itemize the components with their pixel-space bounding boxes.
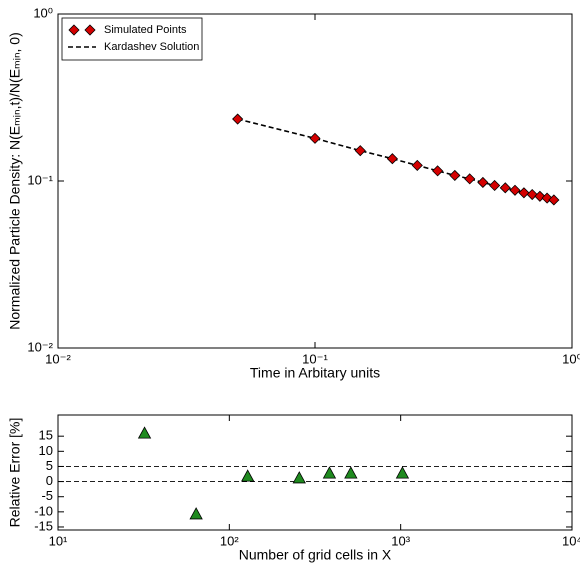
y-tick-label: -5 — [41, 488, 53, 503]
y-tick-label: 5 — [46, 458, 53, 473]
point — [344, 466, 358, 479]
point — [232, 113, 244, 125]
x-tick-label: 10⁻² — [45, 351, 71, 366]
y-tick-label: -10 — [34, 503, 53, 518]
y-axis-label: Normalized Particle Density: N(Eₘᵢₙ,t)/N… — [7, 32, 23, 330]
legend-label: Kardashev Solution — [104, 41, 199, 53]
x-tick-label: 10⁴ — [562, 533, 580, 548]
point — [499, 182, 511, 194]
x-tick-label: 10⁻¹ — [302, 351, 328, 366]
x-axis-label: Number of grid cells in X — [239, 547, 392, 563]
x-tick-label: 10² — [220, 533, 239, 548]
point — [189, 507, 203, 520]
point — [292, 471, 306, 484]
y-tick-label: 10⁰ — [33, 5, 53, 20]
point — [432, 165, 444, 177]
x-tick-label: 10³ — [391, 533, 410, 548]
point — [241, 469, 255, 482]
point — [322, 466, 337, 479]
y-tick-label: 10⁻¹ — [27, 172, 53, 187]
point — [548, 194, 560, 206]
point — [526, 188, 538, 201]
legend-label: Simulated Points — [104, 24, 187, 36]
point — [137, 426, 152, 439]
point — [489, 179, 501, 192]
y-axis-label: Relative Error [%] — [7, 418, 23, 528]
x-axis-label: Time in Arbitary units — [250, 365, 380, 381]
x-tick-label: 10⁰ — [562, 351, 580, 366]
legend-marker — [68, 24, 80, 36]
point — [386, 153, 398, 165]
y-tick-label: 15 — [39, 428, 53, 443]
point — [509, 184, 521, 196]
point — [309, 132, 321, 144]
legend-marker — [84, 24, 96, 36]
plot-area — [57, 414, 573, 531]
y-tick-label: 0 — [46, 473, 53, 488]
y-tick-label: -15 — [34, 518, 53, 533]
point — [411, 159, 423, 171]
point — [477, 176, 489, 189]
point — [449, 169, 461, 181]
x-tick-label: 10¹ — [49, 533, 68, 548]
y-tick-label: 10⁻² — [27, 339, 53, 354]
y-tick-label: 10 — [39, 443, 53, 458]
point — [464, 173, 476, 185]
point — [518, 187, 530, 199]
point — [354, 145, 366, 157]
legend-box — [61, 17, 203, 61]
point — [395, 466, 410, 479]
